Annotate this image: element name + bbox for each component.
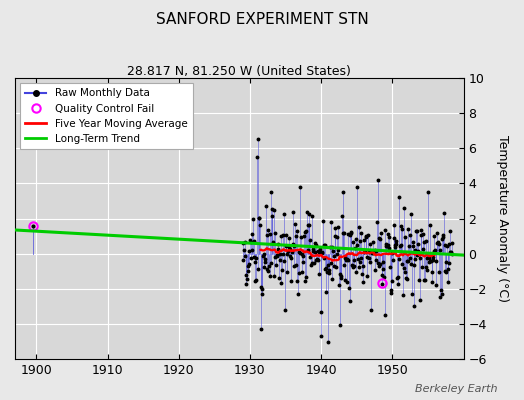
Legend: Raw Monthly Data, Quality Control Fail, Five Year Moving Average, Long-Term Tren: Raw Monthly Data, Quality Control Fail, … xyxy=(20,83,192,149)
Text: SANFORD EXPERIMENT STN: SANFORD EXPERIMENT STN xyxy=(156,12,368,27)
Title: 28.817 N, 81.250 W (United States): 28.817 N, 81.250 W (United States) xyxy=(127,65,351,78)
Text: Berkeley Earth: Berkeley Earth xyxy=(416,384,498,394)
Y-axis label: Temperature Anomaly (°C): Temperature Anomaly (°C) xyxy=(496,135,509,302)
